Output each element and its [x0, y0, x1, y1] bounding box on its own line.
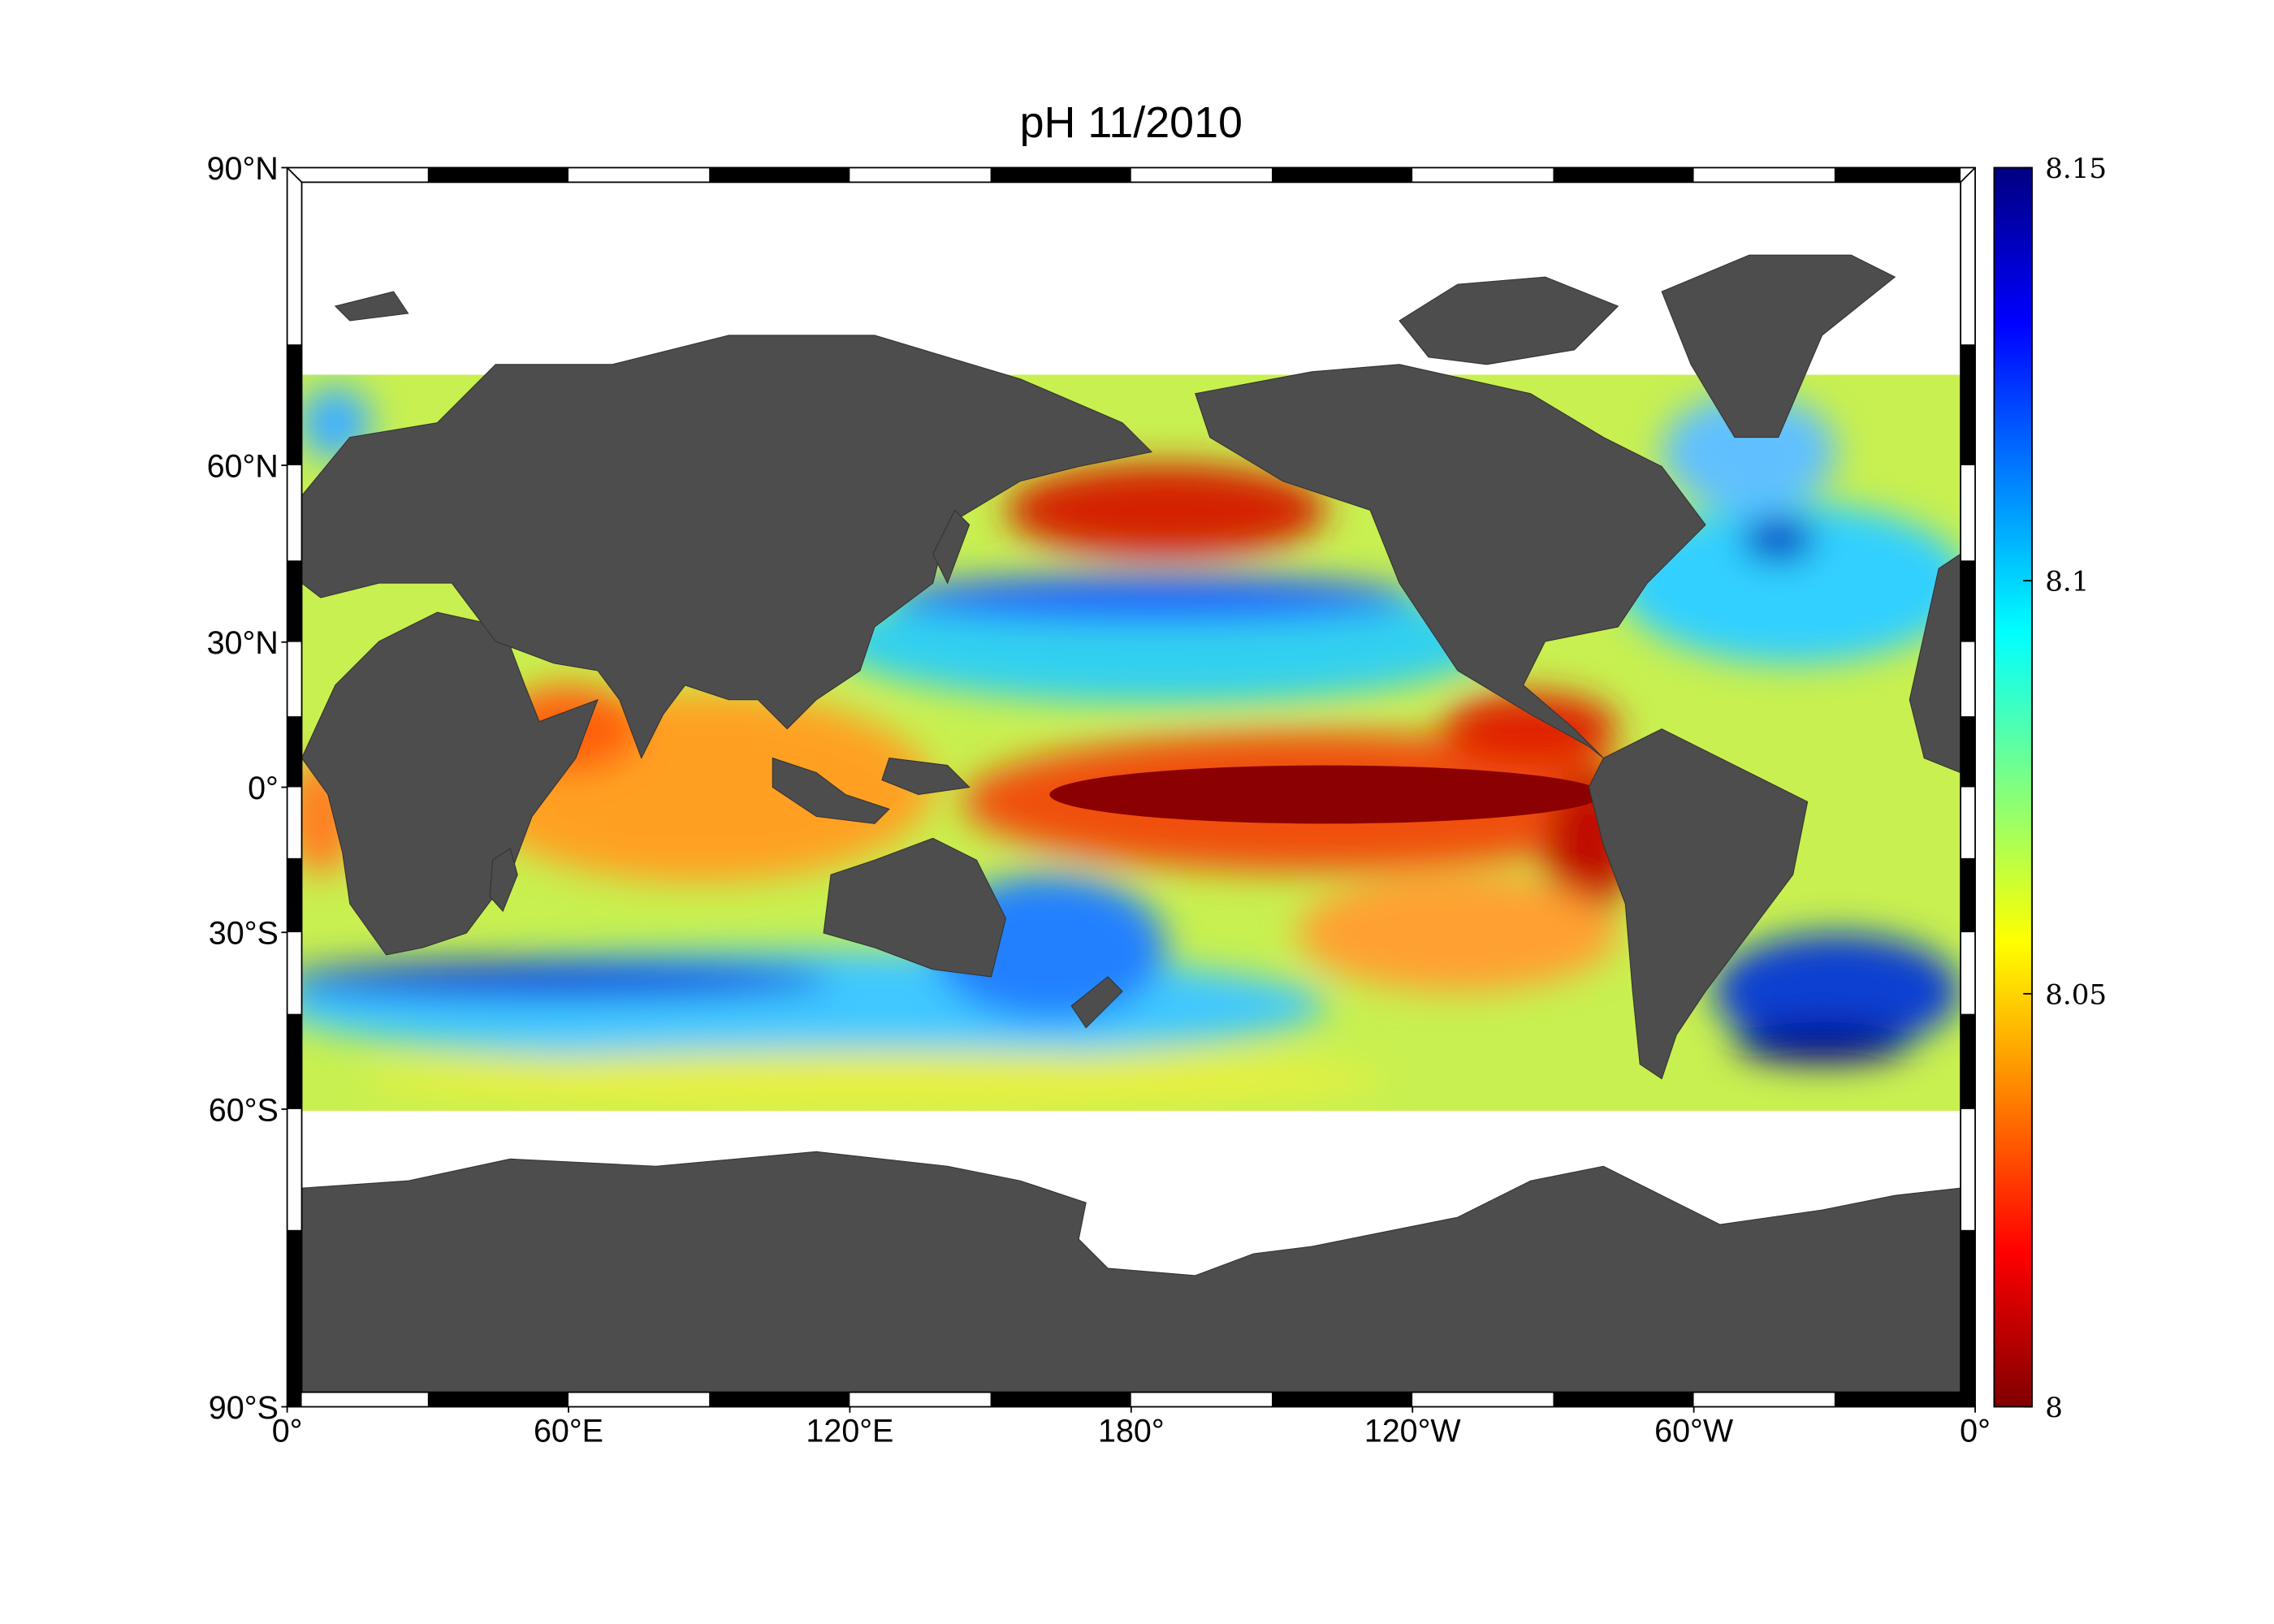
colorbar: 8 8.05 8.1 8.15 — [1993, 153, 2107, 1424]
axes: 90°N60°N30°N0°30°S60°S90°S0° 60°E 120°E 180… — [207, 151, 1991, 1449]
frame-inner — [300, 181, 1961, 1393]
frame-band — [1834, 167, 1976, 183]
frame-band — [287, 1013, 302, 1109]
frame-band — [1961, 1229, 1976, 1407]
frame-band — [990, 1392, 1131, 1407]
colorbar-tick-label: 8.1 — [2045, 566, 2089, 598]
frame-band — [427, 1392, 568, 1407]
land — [300, 254, 1961, 1393]
lat-tick-label: 30°S — [209, 916, 279, 952]
lon-tick-label: 0° — [272, 1414, 303, 1449]
lon-tick-label: 120°E — [806, 1414, 893, 1449]
frame-band — [427, 167, 568, 183]
colorbar-gradient — [1993, 166, 2033, 1408]
lat-tick-label: 0° — [248, 771, 279, 806]
frame-band — [709, 1392, 850, 1407]
frame-band — [1961, 716, 1976, 788]
map-frame — [286, 166, 1976, 1408]
frame-band — [1131, 167, 1273, 183]
frame-band — [1553, 167, 1694, 183]
frame-band — [1412, 167, 1554, 183]
map-title: pH 11/2010 — [1020, 98, 1243, 147]
frame-band — [1961, 344, 1976, 466]
frame-band — [1961, 560, 1976, 642]
colorbar-tick-label: 8.15 — [2045, 153, 2107, 185]
frame-band — [990, 167, 1131, 183]
lat-tick-label: 60°S — [209, 1092, 279, 1128]
frame-band — [568, 1392, 710, 1407]
frame-corner — [286, 1391, 303, 1408]
frame-band — [1961, 857, 1976, 933]
frame-band — [568, 167, 710, 183]
frame-band — [1961, 167, 1976, 345]
frame-corner — [1960, 166, 1976, 184]
frame-band — [1412, 1392, 1554, 1407]
frame-band — [287, 1108, 302, 1230]
lon-tick-label: 120°W — [1364, 1414, 1462, 1449]
frame-band — [287, 787, 302, 858]
frame-band — [1272, 1392, 1413, 1407]
frame-band — [287, 641, 302, 717]
colorbar-tick-label: 8.05 — [2045, 978, 2107, 1011]
frame-band — [1961, 641, 1976, 717]
frame-band — [1961, 1013, 1976, 1109]
frame-band — [1961, 1108, 1976, 1230]
lon-tick-label: 60°W — [1654, 1414, 1734, 1449]
frame-band — [287, 167, 428, 183]
lon-tick-label: 60°E — [534, 1414, 603, 1449]
frame-band — [850, 167, 991, 183]
frame-band — [1693, 1392, 1835, 1407]
frame-band — [709, 167, 850, 183]
frame-band — [287, 344, 302, 466]
lat-tick-label: 90°S — [209, 1390, 279, 1426]
frame-band — [1693, 167, 1835, 183]
frame-band — [287, 465, 302, 561]
frame-band — [1272, 167, 1413, 183]
frame-band — [1834, 1392, 1976, 1407]
frame-band — [850, 1392, 991, 1407]
frame-corner — [1960, 1391, 1976, 1408]
frame-band — [287, 1392, 428, 1407]
frame-band — [287, 560, 302, 642]
lat-tick-label: 60°N — [207, 448, 279, 484]
frame-band — [1131, 1392, 1273, 1407]
frame-band — [287, 1229, 302, 1407]
frame-band — [287, 857, 302, 933]
lat-tick-label: 30°N — [207, 625, 279, 661]
colorbar-tick-label: 8 — [2045, 1392, 2063, 1424]
frame-band — [287, 167, 302, 345]
frame-corner — [286, 166, 303, 184]
frame-band — [1553, 1392, 1694, 1407]
frame-band — [1961, 787, 1976, 858]
lon-tick-label: 180° — [1098, 1414, 1165, 1449]
frame-band — [287, 716, 302, 788]
lat-tick-label: 90°N — [207, 151, 279, 187]
frame-band — [287, 932, 302, 1014]
frame-band — [1961, 932, 1976, 1014]
lon-tick-label: 0° — [1960, 1414, 1991, 1449]
frame-band — [1961, 465, 1976, 561]
